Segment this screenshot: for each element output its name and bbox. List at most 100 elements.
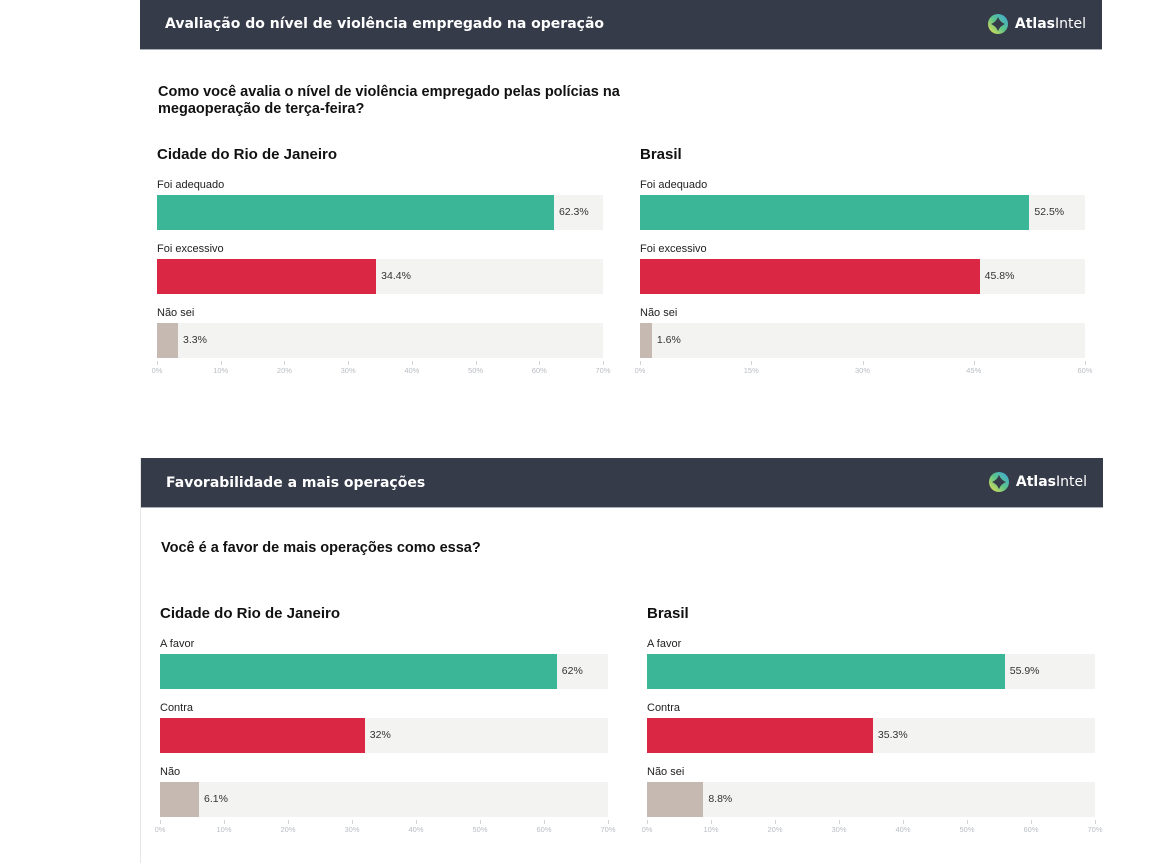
axis-tick-label: 0% xyxy=(641,825,653,834)
axis-tick-label: 40% xyxy=(404,366,420,375)
axis-tick xyxy=(288,820,289,824)
bar-value-label: 6.1% xyxy=(204,793,228,805)
category-label: Não xyxy=(160,766,181,778)
bar-track: 8.8% xyxy=(647,782,1095,817)
panel-header: Avaliação do nível de violência empregad… xyxy=(140,0,1102,50)
axis-tick xyxy=(480,820,481,824)
category-label: Foi excessivo xyxy=(157,243,224,255)
bar-positive xyxy=(640,195,1030,230)
bar-value-label: 52.5% xyxy=(1034,206,1065,218)
axis-tick xyxy=(603,361,604,365)
bar-track: 62% xyxy=(160,654,608,689)
axis-tick-label: 30% xyxy=(854,366,871,375)
axis-tick-label: 50% xyxy=(468,366,484,375)
bar-track: 34.4% xyxy=(157,259,603,294)
axis-tick xyxy=(1085,361,1086,365)
axis-tick-label: 60% xyxy=(536,825,552,834)
axis-tick-label: 30% xyxy=(831,825,847,834)
category-label: Contra xyxy=(647,702,681,714)
category-label: Contra xyxy=(160,702,194,714)
axis-tick xyxy=(1095,820,1096,824)
brand-name: AtlasIntel xyxy=(1014,16,1086,32)
bar-value-label: 3.3% xyxy=(183,334,207,346)
survey-question: Como você avalia o nível de violência em… xyxy=(158,84,620,117)
violence-level-panel: Avaliação do nível de violência empregad… xyxy=(140,0,1102,400)
axis-tick xyxy=(903,820,904,824)
axis-tick-label: 70% xyxy=(600,825,616,834)
axis-tick xyxy=(711,820,712,824)
bar-track: 1.6% xyxy=(640,323,1085,358)
bar-value-label: 32% xyxy=(369,729,391,741)
axis-tick xyxy=(967,820,968,824)
axis-tick-label: 40% xyxy=(895,825,911,834)
atlasintel-logo-icon xyxy=(987,14,1008,34)
axis-tick xyxy=(157,361,158,365)
category-label: Não sei xyxy=(647,766,685,778)
category-label: Foi adequado xyxy=(157,179,225,191)
brand-name: AtlasIntel xyxy=(1015,474,1087,490)
axis-tick-label: 20% xyxy=(280,825,296,834)
bar-neutral xyxy=(640,323,652,358)
axis-tick-label: 10% xyxy=(216,825,232,834)
favorability-panel: Favorabilidade a mais operações AtlasInt… xyxy=(140,458,1103,863)
axis-tick-label: 20% xyxy=(767,825,783,834)
bar-value-label: 34.4% xyxy=(381,270,411,282)
axis-tick-label: 40% xyxy=(408,825,424,834)
bar-positive xyxy=(157,195,554,230)
axis-tick-label: 10% xyxy=(703,825,719,834)
bar-track: 62.3% xyxy=(157,195,603,230)
axis-tick-label: 50% xyxy=(472,825,488,834)
bar-track: 35.3% xyxy=(647,718,1095,753)
axis-tick-label: 45% xyxy=(966,366,982,375)
bar-value-label: 1.6% xyxy=(656,334,681,346)
bar-neutral xyxy=(157,323,179,358)
bar-value-label: 62.3% xyxy=(558,206,589,218)
axis-tick-label: 50% xyxy=(959,825,975,834)
axis-tick-label: 0% xyxy=(151,366,163,375)
axis-tick xyxy=(862,361,864,365)
axis-tick xyxy=(416,820,417,824)
axis-tick-label: 30% xyxy=(344,825,360,834)
bar-value-label: 55.9% xyxy=(1009,665,1040,677)
axis-tick xyxy=(352,820,353,824)
bar-positive xyxy=(647,654,1005,689)
bar-negative xyxy=(157,259,377,294)
bar-value-label: 45.8% xyxy=(984,270,1015,282)
axis-tick-label: 70% xyxy=(595,366,611,375)
bar-positive xyxy=(160,654,557,689)
axis-tick xyxy=(608,820,609,824)
bar-track: 52.5% xyxy=(640,195,1085,230)
axis-tick-label: 0% xyxy=(634,366,646,375)
bar-negative xyxy=(160,718,365,753)
bar-neutral xyxy=(160,782,200,817)
category-label: Não sei xyxy=(157,307,195,319)
bar-negative xyxy=(640,259,980,294)
axis-tick xyxy=(775,820,776,824)
chart-title: Cidade do Rio de Janeiro xyxy=(160,605,341,622)
category-label: Não sei xyxy=(640,307,678,319)
chart-title: Brasil xyxy=(647,605,689,622)
bar-neutral xyxy=(647,782,704,817)
axis-tick xyxy=(475,361,477,365)
axis-tick-label: 60% xyxy=(1023,825,1039,834)
survey-question: Você é a favor de mais operações como es… xyxy=(161,540,481,556)
axis-tick-label: 15% xyxy=(743,366,759,375)
axis-tick-label: 0% xyxy=(154,825,166,834)
axis-tick xyxy=(411,361,413,365)
axis-tick-label: 30% xyxy=(340,366,356,375)
category-label: A favor xyxy=(160,638,195,650)
bar-track: 55.9% xyxy=(647,654,1095,689)
atlasintel-brand: AtlasIntel xyxy=(987,13,1086,35)
axis-tick xyxy=(220,361,222,365)
axis-tick xyxy=(973,361,975,365)
axis-tick xyxy=(1031,820,1032,824)
axis-tick xyxy=(284,361,286,365)
bar-track: 32% xyxy=(160,718,608,753)
axis-tick xyxy=(539,361,541,365)
axis-tick xyxy=(224,820,225,824)
bar-value-label: 62% xyxy=(561,665,583,677)
atlasintel-brand: AtlasIntel xyxy=(988,471,1087,493)
bar-value-label: 35.3% xyxy=(877,729,908,741)
bar-value-label: 8.8% xyxy=(708,793,733,805)
axis-tick xyxy=(640,361,641,365)
